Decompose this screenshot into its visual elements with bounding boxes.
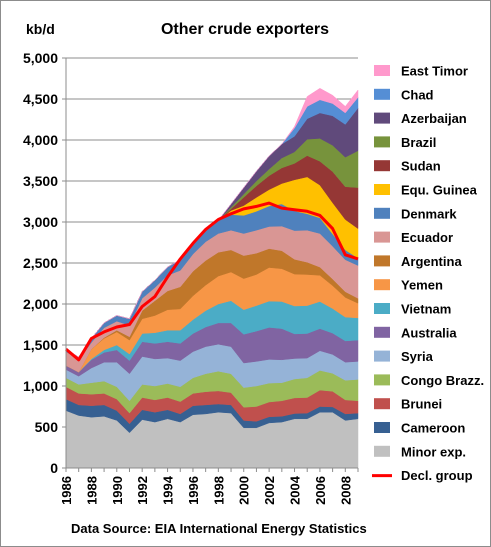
legend-swatch-syria <box>374 350 390 362</box>
x-tick-label: 2006 <box>313 476 328 505</box>
y-tick-label: 3,000 <box>23 214 58 230</box>
legend-swatch-australia <box>374 326 390 338</box>
chart-title: Other crude exporters <box>161 21 329 38</box>
y-tick-label: 2,000 <box>23 296 58 312</box>
area-minor-exp <box>65 410 359 469</box>
x-tick-label: 2002 <box>262 476 277 505</box>
legend-label-syria: Syria <box>401 349 434 364</box>
data-source-note: Data Source: EIA International Energy St… <box>71 521 367 536</box>
x-tick-label: 1992 <box>135 476 150 505</box>
y-tick-labels: 0 500 1,000 1,500 2,000 2,500 3,000 3,500 4,000 4… <box>23 50 58 476</box>
stacked-areas <box>65 88 359 469</box>
legend-swatch-ecuador <box>374 231 390 243</box>
x-tick-label: 1996 <box>186 476 201 505</box>
decl-group-line-layer <box>65 201 359 362</box>
legend-label-chad: Chad <box>401 87 434 102</box>
legend-label-ecuador: Ecuador <box>401 230 453 245</box>
y-tick-label: 1,500 <box>23 337 58 353</box>
legend-swatch-vietnam <box>374 303 390 314</box>
legend-swatch-east-timor <box>374 65 390 76</box>
legend-label-sudan: Sudan <box>401 159 441 174</box>
legend-swatch-equ-guinea <box>374 184 390 195</box>
legend-label-azerbaijan: Azerbaijan <box>401 111 467 126</box>
legend-label-east-timor: East Timor <box>401 64 468 79</box>
line-decl-group <box>65 201 359 362</box>
x-tick-label: 1990 <box>110 476 125 505</box>
legend-swatch-denmark <box>374 207 390 219</box>
area-east-timor <box>65 88 359 358</box>
legend-label-brazil: Brazil <box>401 135 436 150</box>
legend-swatch-brunei <box>374 398 390 410</box>
legend-swatch-azerbaijan <box>374 112 390 124</box>
x-tick-label: 2000 <box>237 476 252 505</box>
legend-swatch-chad <box>374 88 390 100</box>
x-tick-label: 1994 <box>161 475 176 505</box>
legend-swatch-minor-exp <box>374 445 390 457</box>
x-tick-label: 2004 <box>288 475 303 505</box>
x-tick-label: 2008 <box>338 476 353 505</box>
legend-swatch-yemen <box>374 279 390 291</box>
legend-swatch-brazil <box>374 136 390 148</box>
y-tick-label: 1,000 <box>23 378 58 394</box>
legend: East Timor Chad Azerbaijan Brazil Sudan Equ. … <box>372 64 484 483</box>
y-tick-label: 5,000 <box>23 50 58 66</box>
legend-label-minor-exp: Minor exp. <box>401 444 466 459</box>
x-tick-labels: 1986 1988 1990 1992 1994 1996 1998 2000 2002 2004… <box>59 475 353 505</box>
y-axis-unit-label: kb/d <box>26 21 55 37</box>
legend-label-yemen: Yemen <box>401 278 443 293</box>
legend-swatch-sudan <box>374 160 390 172</box>
y-tick-label: 4,500 <box>23 91 58 107</box>
y-tick-label: 500 <box>35 419 59 435</box>
y-tick-label: 3,500 <box>23 173 58 189</box>
legend-label-argentina: Argentina <box>401 254 462 269</box>
legend-label-congo-brazz: Congo Brazz. <box>401 373 484 388</box>
legend-label-australia: Australia <box>401 325 457 340</box>
x-tick-label: 1998 <box>211 476 226 505</box>
axes <box>62 57 359 472</box>
legend-label-vietnam: Vietnam <box>401 302 451 317</box>
y-tick-label: 0 <box>50 460 58 476</box>
y-tick-label: 2,500 <box>23 255 58 271</box>
legend-swatch-congo-brazz <box>374 374 390 386</box>
legend-swatch-argentina <box>374 255 390 267</box>
legend-label-cameroon: Cameroon <box>401 421 465 436</box>
legend-label-denmark: Denmark <box>401 206 457 221</box>
x-tick-label: 1986 <box>59 476 74 505</box>
legend-label-brunei: Brunei <box>401 397 442 412</box>
legend-label-equ-guinea: Equ. Guinea <box>401 183 478 198</box>
x-tick-label: 1988 <box>84 476 99 505</box>
legend-label-decl-group: Decl. group <box>401 468 473 483</box>
legend-swatch-cameroon <box>374 422 390 433</box>
y-tick-label: 4,000 <box>23 132 58 148</box>
